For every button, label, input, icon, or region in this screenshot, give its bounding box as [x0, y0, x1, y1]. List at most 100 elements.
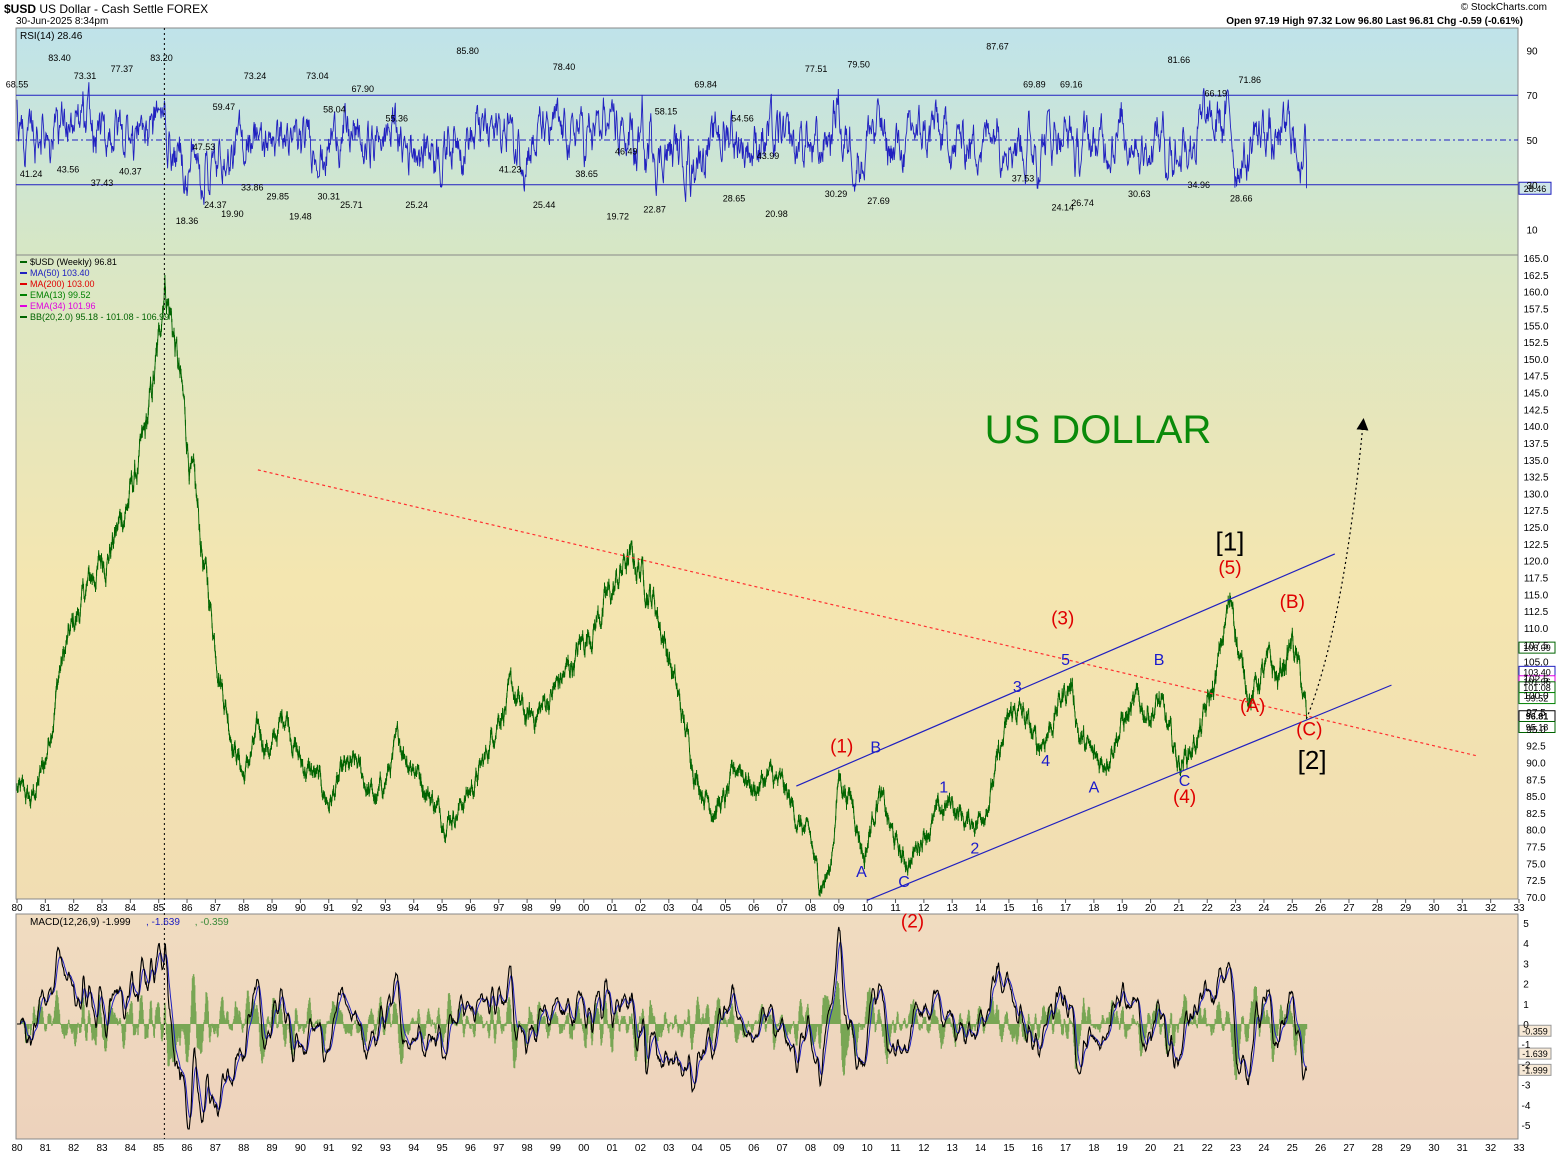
- channel-lower-line: [866, 684, 1392, 901]
- x-tick-label-macd: 27: [1343, 1143, 1355, 1154]
- x-tick-label-macd: 02: [635, 1143, 647, 1154]
- x-tick-label-macd: 28: [1372, 1143, 1384, 1154]
- price-legend-item: EMA(34) 101.96: [30, 301, 96, 311]
- rsi-value-label: 25.71: [340, 200, 363, 210]
- wave-label: [1]: [1215, 527, 1244, 557]
- macd-y-tick-label: -1: [1522, 1040, 1531, 1051]
- rsi-value-label: 85.80: [456, 46, 479, 56]
- x-tick-label: 94: [408, 903, 420, 914]
- x-tick-label-macd: 30: [1428, 1143, 1440, 1154]
- x-tick-label: 20: [1145, 903, 1157, 914]
- x-tick-label: 93: [380, 903, 392, 914]
- x-tick-label: 81: [40, 903, 52, 914]
- x-tick-label-macd: 92: [352, 1143, 364, 1154]
- macd-legend-item: , -0.359: [195, 917, 229, 928]
- price-panel: [15, 254, 1519, 900]
- rsi-value-label: 58.04: [323, 104, 346, 114]
- price-legend-item: MA(200) 103.00: [30, 279, 95, 289]
- price-tag-label: 106.99: [1523, 643, 1551, 653]
- price-y-tick-label: 97.5: [1526, 708, 1546, 719]
- wave-label: 2: [970, 840, 979, 857]
- x-tick-label: 80: [11, 903, 23, 914]
- rsi-value-label: 77.51: [805, 64, 828, 74]
- wave-label: (3): [1051, 609, 1074, 630]
- x-tick-label: 02: [635, 903, 647, 914]
- x-tick-label: 82: [68, 903, 80, 914]
- x-tick-label-macd: 25: [1287, 1143, 1299, 1154]
- x-tick-label-macd: 93: [380, 1143, 392, 1154]
- rsi-value-label: 81.66: [1168, 55, 1191, 65]
- x-tick-label: 18: [1088, 903, 1100, 914]
- price-tag-label: 101.08: [1523, 683, 1551, 693]
- price-y-tick-label: 77.5: [1526, 843, 1546, 854]
- x-tick-label: 16: [1032, 903, 1044, 914]
- x-tick-label-macd: 00: [578, 1143, 590, 1154]
- x-tick-label-macd: 86: [181, 1143, 193, 1154]
- x-tick-label-macd: 10: [862, 1143, 874, 1154]
- x-tick-label-macd: 18: [1088, 1143, 1100, 1154]
- rsi-y-tick-label: 30: [1526, 181, 1538, 192]
- price-y-tick-label: 160.0: [1523, 288, 1548, 299]
- x-tick-label-macd: 08: [805, 1143, 817, 1154]
- rsi-y-tick-label: 10: [1526, 226, 1538, 237]
- x-tick-label-macd: 26: [1315, 1143, 1327, 1154]
- rsi-value-label: 71.86: [1239, 75, 1262, 85]
- price-y-tick-label: 162.5: [1523, 271, 1548, 282]
- price-y-tick-label: 87.5: [1526, 775, 1546, 786]
- x-tick-label-macd: 16: [1032, 1143, 1044, 1154]
- x-tick-label-macd: 20: [1145, 1143, 1157, 1154]
- price-legend-item: BB(20,2.0) 95.18 - 101.08 - 106.99: [30, 312, 169, 322]
- x-tick-label: 09: [833, 903, 845, 914]
- x-tick-label: 96: [465, 903, 477, 914]
- x-tick-label: 13: [947, 903, 959, 914]
- ohlc-readout: Open 97.19 High 97.32 Low 96.80 Last 96.…: [1226, 16, 1523, 27]
- price-tag-label: 99.52: [1526, 694, 1549, 704]
- rsi-value-label: 58.15: [655, 107, 678, 117]
- x-tick-label: 12: [918, 903, 930, 914]
- wave-label: (5): [1218, 558, 1241, 579]
- price-y-tick-label: 150.0: [1523, 355, 1548, 366]
- rsi-y-tick-label: 50: [1526, 136, 1538, 147]
- x-tick-label-macd: 15: [1003, 1143, 1015, 1154]
- price-y-tick-label: 107.5: [1523, 641, 1548, 652]
- x-tick-label: 19: [1117, 903, 1129, 914]
- price-y-tick-label: 147.5: [1523, 372, 1548, 383]
- x-tick-label: 89: [266, 903, 278, 914]
- x-tick-label-macd: 12: [918, 1143, 930, 1154]
- rsi-value-label: 25.44: [533, 200, 556, 210]
- rsi-value-label: 46.49: [615, 146, 638, 156]
- rsi-line: [16, 82, 1307, 205]
- x-tick-label-macd: 88: [238, 1143, 250, 1154]
- wave-label: A: [856, 864, 867, 881]
- x-tick-label-macd: 83: [96, 1143, 108, 1154]
- x-tick-label-macd: 05: [720, 1143, 732, 1154]
- wave-label: (4): [1173, 787, 1196, 808]
- macd-y-tick-label: 5: [1523, 919, 1529, 930]
- price-y-tick-label: 155.0: [1523, 321, 1548, 332]
- downtrend-line: [257, 469, 1477, 757]
- price-tag-label: 96.81: [1526, 712, 1549, 722]
- wave-label: 3: [1013, 679, 1022, 696]
- price-tag: [1518, 692, 1556, 705]
- macd-legend-item: , -1.639: [146, 917, 180, 928]
- x-tick-label-macd: 94: [408, 1143, 420, 1154]
- price-tag: [1518, 720, 1556, 733]
- x-tick-label: 03: [663, 903, 675, 914]
- rsi-value-label: 73.04: [306, 71, 329, 81]
- rsi-value-label: 38.65: [575, 169, 598, 179]
- x-tick-label-macd: 32: [1485, 1143, 1497, 1154]
- macd-y-tick-label: 0: [1523, 1020, 1529, 1031]
- x-tick-label: 14: [975, 903, 987, 914]
- rsi-panel: [15, 27, 1519, 256]
- x-tick-label: 06: [748, 903, 760, 914]
- rsi-value-label: 73.24: [244, 71, 267, 81]
- x-tick-label-macd: 31: [1457, 1143, 1469, 1154]
- rsi-value-label: 33.86: [241, 182, 264, 192]
- price-y-tick-label: 152.5: [1523, 338, 1548, 349]
- rsi-value-label: 25.24: [405, 200, 428, 210]
- x-tick-label: 15: [1003, 903, 1015, 914]
- price-y-tick-label: 117.5: [1524, 574, 1549, 585]
- symbol: $USD: [4, 2, 37, 16]
- x-tick-label-macd: 89: [266, 1143, 278, 1154]
- wave-label: C: [1179, 773, 1191, 790]
